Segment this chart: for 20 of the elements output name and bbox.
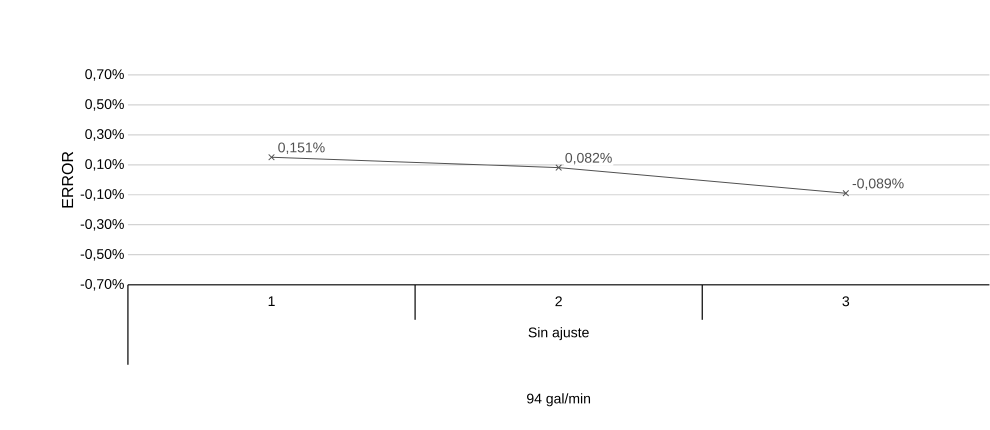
y-tick-label: 0,70%: [85, 69, 124, 81]
data-label: 0,082%: [565, 152, 612, 165]
data-label: 0,151%: [278, 142, 325, 154]
y-tick-label: -0,50%: [80, 249, 124, 261]
y-tick-label: 0,50%: [85, 99, 124, 111]
x-tick-label: 1: [268, 296, 275, 306]
y-tick-label: 0,10%: [85, 159, 124, 171]
y-tick-label: -0,70%: [80, 279, 124, 291]
point: [842, 190, 850, 197]
x-tick-label: 3: [842, 296, 850, 306]
x-tick-label: 2: [555, 296, 562, 306]
point: [555, 164, 562, 172]
y-axis-title: ERROR: [62, 152, 74, 208]
y-tick-label: 0,30%: [85, 129, 124, 141]
data-label: -0,089%: [852, 178, 904, 190]
point: [268, 154, 275, 161]
text: 94 gal/min: [527, 393, 590, 406]
y-tick-label: -0,10%: [80, 189, 124, 201]
x-axis-title: Sin ajuste: [528, 327, 589, 340]
y-tick-label: -0,30%: [80, 219, 124, 231]
